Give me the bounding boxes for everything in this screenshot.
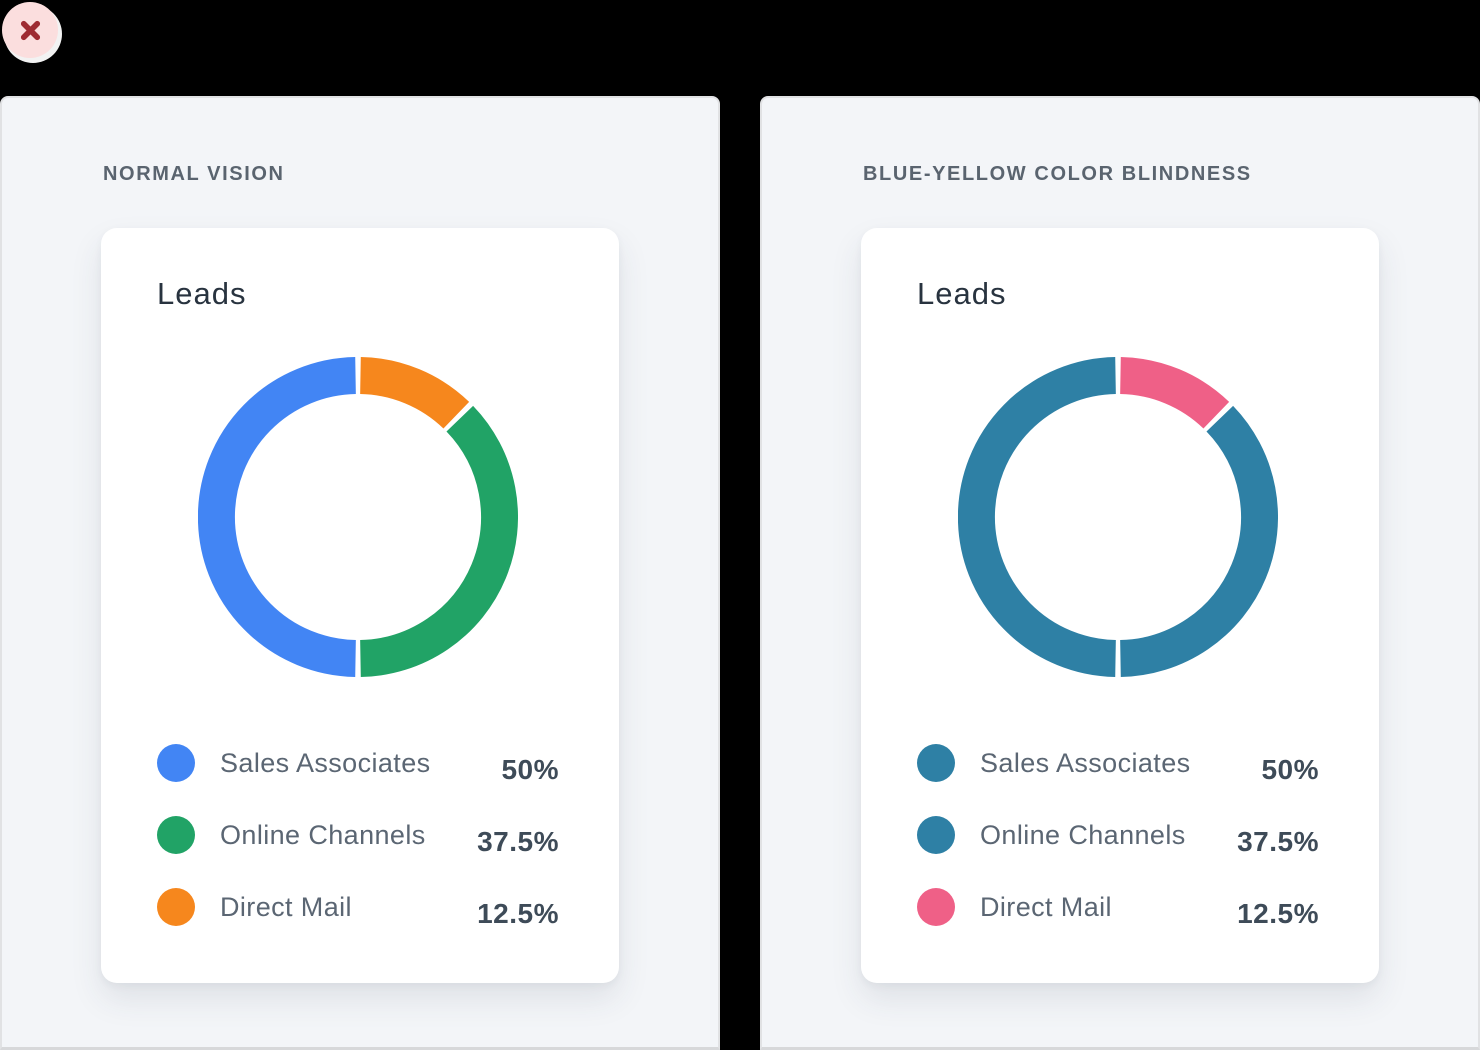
legend-item: Online Channels 37.5% bbox=[917, 799, 1319, 871]
legend-value: 37.5% bbox=[1237, 826, 1319, 857]
leads-card: Leads Sales Associates 50% Online Channe… bbox=[861, 228, 1379, 983]
close-button[interactable] bbox=[2, 2, 58, 58]
legend-label: Online Channels bbox=[220, 819, 426, 850]
legend-label: Sales Associates bbox=[980, 747, 1191, 778]
legend-color-dot bbox=[157, 816, 195, 854]
legend-value: 12.5% bbox=[1237, 898, 1319, 929]
panel-blue-yellow-color-blindness: BLUE-YELLOW COLOR BLINDNESS Leads Sales … bbox=[760, 96, 1480, 1050]
legend-item: Direct Mail 12.5% bbox=[157, 871, 559, 943]
legend-item: Online Channels 37.5% bbox=[157, 799, 559, 871]
legend-label: Sales Associates bbox=[220, 747, 431, 778]
legend-value: 50% bbox=[1261, 754, 1319, 785]
panel-normal-vision: NORMAL VISION Leads Sales Associates 50%… bbox=[0, 96, 720, 1050]
legend-color-dot bbox=[917, 816, 955, 854]
donut-segment-direct-mail bbox=[1119, 357, 1230, 429]
donut-chart bbox=[198, 357, 518, 677]
legend-color-dot bbox=[917, 744, 955, 782]
donut-segment-online-channels bbox=[1119, 405, 1278, 677]
panel-heading: BLUE-YELLOW COLOR BLINDNESS bbox=[863, 163, 1252, 185]
legend-color-dot bbox=[157, 888, 195, 926]
donut-segment-direct-mail bbox=[359, 357, 470, 429]
legend-value: 12.5% bbox=[477, 898, 559, 929]
donut-segment-sales-associates bbox=[198, 357, 357, 677]
chart-legend: Sales Associates 50% Online Channels 37.… bbox=[917, 727, 1319, 943]
donut-segment-online-channels bbox=[359, 405, 518, 677]
donut-chart bbox=[958, 357, 1278, 677]
card-title: Leads bbox=[157, 276, 247, 311]
legend-color-dot bbox=[157, 744, 195, 782]
chart-legend: Sales Associates 50% Online Channels 37.… bbox=[157, 727, 559, 943]
legend-value: 37.5% bbox=[477, 826, 559, 857]
close-icon bbox=[17, 17, 44, 44]
legend-color-dot bbox=[917, 888, 955, 926]
legend-item: Sales Associates 50% bbox=[917, 727, 1319, 799]
panel-heading: NORMAL VISION bbox=[103, 163, 285, 185]
legend-label: Direct Mail bbox=[220, 891, 352, 922]
legend-label: Direct Mail bbox=[980, 891, 1112, 922]
card-title: Leads bbox=[917, 276, 1007, 311]
legend-label: Online Channels bbox=[980, 819, 1186, 850]
legend-item: Sales Associates 50% bbox=[157, 727, 559, 799]
legend-item: Direct Mail 12.5% bbox=[917, 871, 1319, 943]
leads-card: Leads Sales Associates 50% Online Channe… bbox=[101, 228, 619, 983]
donut-segment-sales-associates bbox=[958, 357, 1117, 677]
legend-value: 50% bbox=[501, 754, 559, 785]
